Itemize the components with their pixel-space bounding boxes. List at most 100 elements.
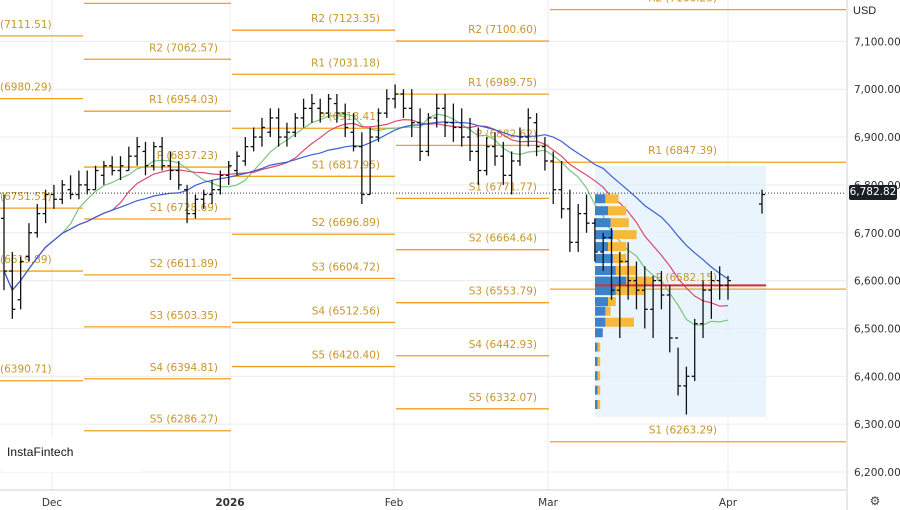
vp-bar-blue: [595, 242, 608, 252]
ohlc-bar: [392, 84, 399, 109]
vp-bar-blue: [595, 254, 614, 264]
volume-profile-row: [595, 317, 634, 327]
volume-profile-row: [595, 306, 611, 316]
pivot-label: S1 (6771.77): [469, 181, 537, 193]
pivot-label: S3 (6604.72): [312, 261, 380, 273]
ohlc-bar: [566, 189, 573, 252]
ohlc-bars: [1, 84, 765, 415]
pivot-label: R2 (7123.35): [311, 13, 380, 25]
pivot-label: S4 (6512.56): [312, 305, 380, 317]
y-tick-label: 6,300.00: [854, 419, 900, 431]
ohlc-bar: [633, 261, 640, 310]
pivot-label: P (6837.23): [157, 150, 218, 162]
vp-bar-orange: [615, 286, 645, 296]
ohlc-bar: [209, 180, 216, 205]
vp-bar-orange: [610, 218, 629, 228]
ohlc-bar: [283, 122, 290, 147]
ohlc-bar: [716, 266, 723, 300]
ohlc-bar: [641, 266, 648, 329]
ohlc-bar: [450, 103, 457, 142]
ohlc-bar: [616, 251, 623, 339]
vp-bar-blue: [595, 297, 608, 307]
ohlc-bar: [625, 242, 632, 300]
ohlc-bar: [508, 151, 515, 195]
volume-profile-row: [595, 206, 627, 216]
pivot-levels: (7111.51) (6980.29) (6751.51) (6619.89) (639…: [0, 0, 846, 443]
ohlc-bar: [50, 184, 57, 209]
pivot-label: R1 (6954.03): [149, 94, 218, 106]
gear-icon[interactable]: ⚙: [869, 494, 881, 508]
vp-bar-blue: [595, 276, 627, 286]
ohlc-bar: [300, 98, 307, 128]
pivot-label: (7111.51): [0, 19, 52, 31]
volume-profile-row: [595, 194, 619, 204]
vp-bar-blue: [595, 266, 616, 276]
pivot-label: P (6582.15): [656, 272, 717, 284]
pivot-label: R1 (7031.18): [311, 57, 380, 69]
ohlc-bar: [500, 141, 507, 185]
volume-profile-row: [595, 242, 627, 252]
ohlc-bar: [150, 141, 157, 171]
ohlc-bar: [59, 180, 66, 205]
ohlc-bar: [125, 146, 132, 172]
ohlc-bar: [258, 117, 265, 147]
vp-bar-orange: [613, 230, 637, 240]
ohlc-bar: [600, 232, 607, 272]
ohlc-bar: [516, 127, 523, 166]
vp-bar-orange: [605, 306, 611, 316]
ohlc-bar: [92, 165, 99, 191]
ohlc-bar: [67, 175, 74, 200]
vp-bar-blue: [595, 317, 606, 327]
ma-mid-line: [3, 118, 729, 307]
ohlc-bar: [325, 93, 332, 118]
ohlc-bar: [117, 156, 124, 181]
ohlc-bar: [458, 108, 465, 147]
volume-profile-row: [595, 400, 601, 410]
ohlc-bar: [225, 160, 232, 185]
ohlc-bar: [683, 366, 690, 415]
ohlc-bar: [475, 127, 482, 185]
pivot-label: S1 (6817.95): [312, 159, 380, 171]
vp-bar-orange: [597, 356, 601, 366]
ohlc-bar: [691, 318, 698, 382]
pivot-label: R1 (6989.75): [468, 77, 537, 89]
pivot-label: P (6918.41): [319, 111, 380, 123]
volume-profile-row: [595, 297, 616, 307]
pivot-label: S3 (6503.35): [150, 310, 218, 322]
pivot-label: S2 (6664.64): [469, 233, 537, 245]
ohlc-bar: [491, 132, 498, 166]
ohlc-bar: [675, 337, 682, 396]
x-tick-label: Apr: [719, 497, 738, 509]
x-tick-label: Dec: [42, 497, 63, 509]
vp-bar-blue: [595, 371, 598, 381]
ohlc-bar: [308, 93, 315, 123]
y-tick-label: 6,900.00: [854, 132, 900, 144]
vp-bar-blue: [595, 356, 598, 366]
pivot-label: S3 (6553.79): [469, 286, 537, 298]
ohlc-bar: [333, 93, 340, 123]
ohlc-bar: [292, 113, 299, 138]
vp-bar-blue: [595, 385, 598, 395]
vp-bar-blue: [595, 218, 611, 228]
volume-profile-row: [595, 342, 601, 352]
vp-bar-orange: [608, 206, 627, 216]
ohlc-bar: [1, 194, 7, 291]
currency-selector[interactable]: USD: [850, 2, 900, 20]
y-tick-label: 6,200.00: [854, 467, 900, 479]
ohlc-bar: [483, 137, 490, 176]
y-tick-label: 7,100.00: [854, 36, 900, 48]
pivot-label: S5 (6286.27): [150, 414, 218, 426]
ohlc-bar: [267, 108, 274, 138]
pivot-label: (6751.51): [0, 191, 52, 203]
vp-bar-blue: [595, 286, 616, 296]
ohlc-bar: [42, 189, 49, 224]
ohlc-bar: [109, 156, 116, 176]
x-tick-label: Feb: [385, 497, 404, 509]
vp-bar-blue: [595, 342, 598, 352]
ohlc-bar: [708, 271, 715, 319]
ohlc-bar: [367, 127, 374, 196]
ohlc-bar: [550, 151, 557, 205]
vp-bar-orange: [605, 194, 619, 204]
y-tick-label: 7,000.00: [854, 84, 900, 96]
